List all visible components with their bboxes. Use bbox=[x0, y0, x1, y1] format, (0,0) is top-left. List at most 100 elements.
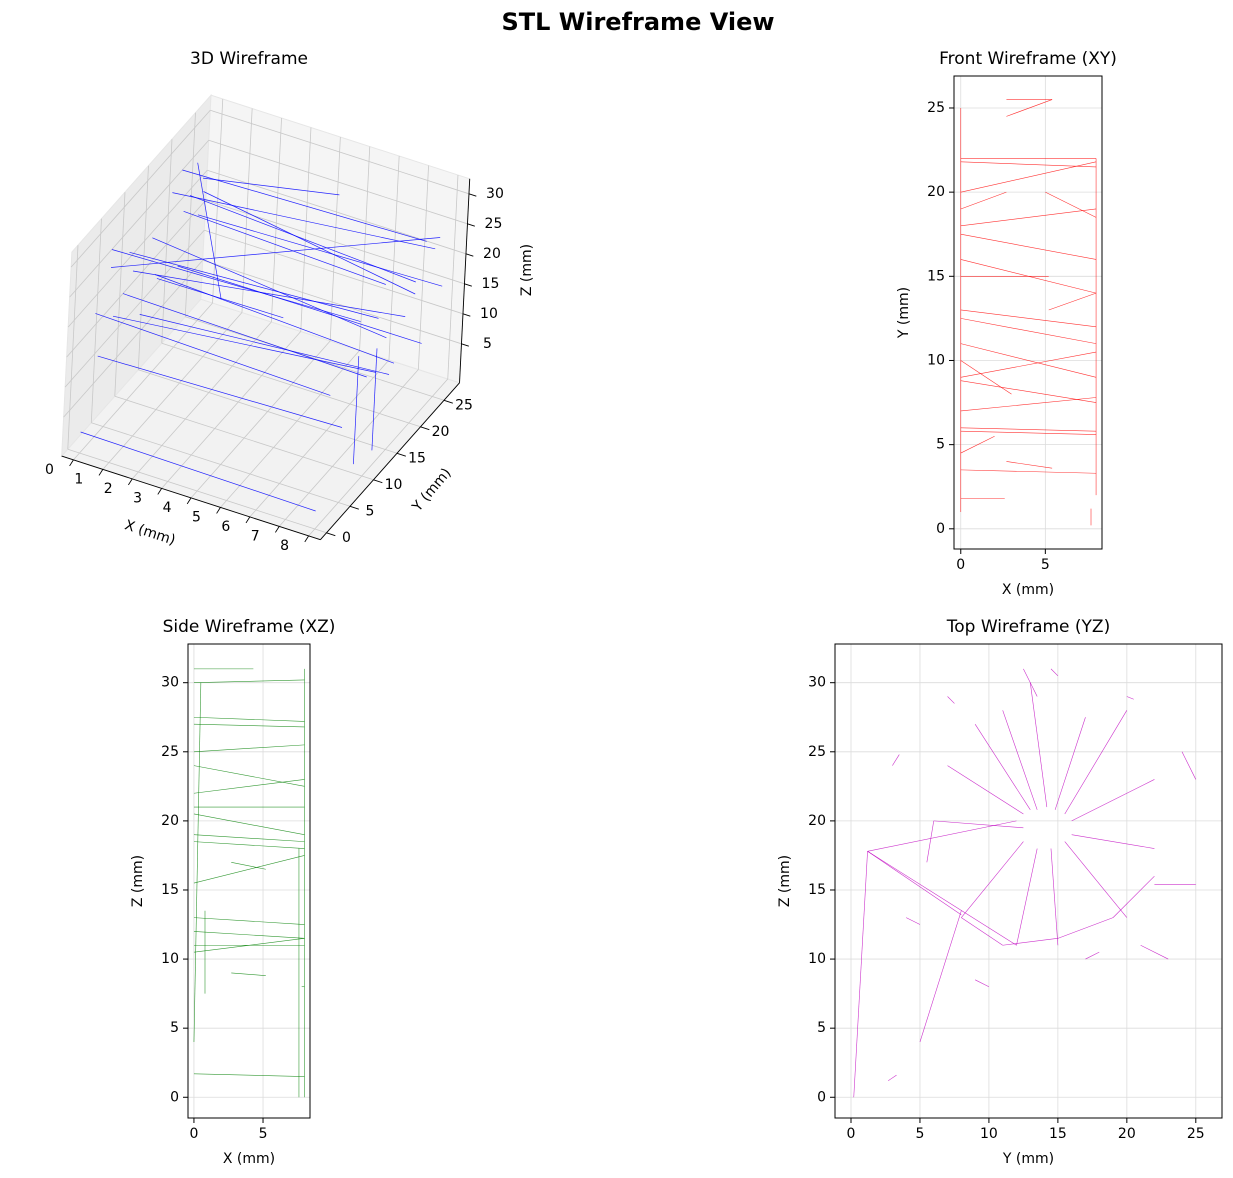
wire-segment bbox=[960, 309, 1097, 328]
x-tick-label: 6 bbox=[221, 519, 230, 535]
wire-segment bbox=[193, 716, 305, 722]
y-axis-label: Y (mm) bbox=[896, 287, 912, 339]
x-axis-label: Y (mm) bbox=[1002, 1151, 1054, 1167]
wire-segment bbox=[193, 931, 305, 939]
wire-segment bbox=[961, 917, 1003, 946]
y-tick-label: 25 bbox=[161, 744, 179, 760]
y-tick-label: 10 bbox=[161, 951, 179, 967]
wire-segment bbox=[1002, 710, 1038, 810]
wire-segment bbox=[193, 765, 305, 787]
y-tick-label: 25 bbox=[808, 744, 826, 760]
wire-segment bbox=[95, 313, 331, 396]
wire-segment bbox=[906, 917, 921, 925]
wire-segment bbox=[156, 278, 284, 319]
y-tick-label: 15 bbox=[408, 450, 426, 466]
y-tick-label: 15 bbox=[927, 268, 945, 284]
wire-segment bbox=[1006, 99, 1053, 117]
wire-segment bbox=[947, 696, 955, 704]
wire-segment bbox=[853, 851, 868, 1098]
tick-mark bbox=[461, 343, 469, 347]
wire-segment bbox=[1054, 717, 1086, 810]
grid-line bbox=[359, 146, 371, 351]
x-tick-label: 0 bbox=[45, 462, 54, 478]
grid-line bbox=[91, 422, 351, 507]
wire-segment bbox=[960, 360, 1012, 395]
tick-mark bbox=[373, 479, 383, 484]
panel-title: Side Wireframe (XZ) bbox=[163, 617, 336, 637]
wire-segment bbox=[961, 841, 1024, 918]
tick-mark bbox=[396, 452, 406, 457]
y-tick-label: 5 bbox=[170, 1020, 179, 1036]
wire-segment bbox=[371, 348, 378, 451]
tick-mark bbox=[216, 507, 221, 514]
wire-segment bbox=[110, 237, 441, 268]
wire-segment bbox=[1181, 751, 1197, 780]
grid-line bbox=[67, 169, 208, 328]
y-tick-label: 0 bbox=[342, 530, 351, 546]
wire-segment bbox=[974, 723, 1031, 810]
grid-line bbox=[388, 155, 400, 361]
y-tick-label: 10 bbox=[808, 951, 826, 967]
tick-mark bbox=[464, 283, 472, 287]
wire-segment bbox=[1064, 710, 1128, 815]
grid-line bbox=[241, 108, 253, 313]
y-tick-label: 0 bbox=[817, 1089, 826, 1105]
x-tick-label: 7 bbox=[251, 528, 260, 544]
grid-line bbox=[114, 395, 374, 481]
y-tick-label: 5 bbox=[936, 437, 945, 453]
wire-segment bbox=[1023, 668, 1038, 697]
y-tick-label: 25 bbox=[927, 100, 945, 116]
grid-line bbox=[208, 139, 468, 225]
y-tick-label: 20 bbox=[808, 813, 826, 829]
wire-segment bbox=[1050, 668, 1059, 676]
wire-segment bbox=[926, 820, 935, 863]
grid-line bbox=[131, 321, 272, 480]
panel-title: Top Wireframe (YZ) bbox=[946, 617, 1110, 637]
x-axis-label: X (mm) bbox=[123, 517, 178, 548]
panel-title: 3D Wireframe bbox=[190, 49, 308, 69]
tick-mark bbox=[275, 526, 280, 533]
wire-segment bbox=[1140, 944, 1169, 960]
wire-segment bbox=[80, 431, 316, 512]
wire-segment bbox=[1071, 779, 1155, 822]
grid-line bbox=[447, 174, 459, 380]
wire-segment bbox=[867, 820, 1017, 852]
x-tick-label: 1 bbox=[74, 471, 83, 487]
y-tick-label: 25 bbox=[455, 397, 473, 413]
wire-segment bbox=[1085, 951, 1100, 960]
tick-mark bbox=[465, 253, 474, 257]
wire-segment bbox=[193, 744, 305, 753]
wire-segment bbox=[129, 251, 379, 319]
wire-segment bbox=[193, 917, 305, 925]
wire-segment bbox=[919, 910, 962, 1043]
grid-line bbox=[249, 359, 390, 518]
axes-frame bbox=[834, 643, 1223, 1119]
y-axis-label: Z (mm) bbox=[130, 855, 146, 907]
wire-segment bbox=[960, 435, 995, 454]
wire-segment bbox=[960, 318, 1097, 344]
tick-mark bbox=[69, 459, 74, 467]
tick-mark bbox=[443, 399, 453, 404]
wire-segment bbox=[182, 169, 427, 242]
wire-segment bbox=[231, 972, 266, 976]
figure-title: STL Wireframe View bbox=[501, 8, 774, 36]
wire-segment bbox=[193, 834, 305, 842]
z-tick-label: 20 bbox=[483, 246, 501, 262]
wire-segment bbox=[1006, 461, 1053, 469]
tick-mark bbox=[186, 497, 192, 505]
wire-segment bbox=[960, 161, 1097, 193]
x-tick-label: 5 bbox=[259, 1126, 268, 1142]
wire-segment bbox=[960, 233, 1097, 260]
x-tick-label: 15 bbox=[1049, 1126, 1067, 1142]
wire-segment bbox=[193, 779, 305, 794]
wire-segment bbox=[1057, 917, 1114, 939]
x-tick-label: 4 bbox=[163, 500, 172, 516]
wire-segment bbox=[202, 177, 340, 196]
z-tick-label: 10 bbox=[480, 306, 498, 322]
grid-line bbox=[64, 229, 205, 388]
tick-mark bbox=[349, 505, 359, 510]
x-tick-label: 0 bbox=[847, 1126, 856, 1142]
tick-mark bbox=[420, 426, 430, 431]
grid-line bbox=[204, 229, 464, 315]
y-tick-label: 30 bbox=[808, 675, 826, 691]
